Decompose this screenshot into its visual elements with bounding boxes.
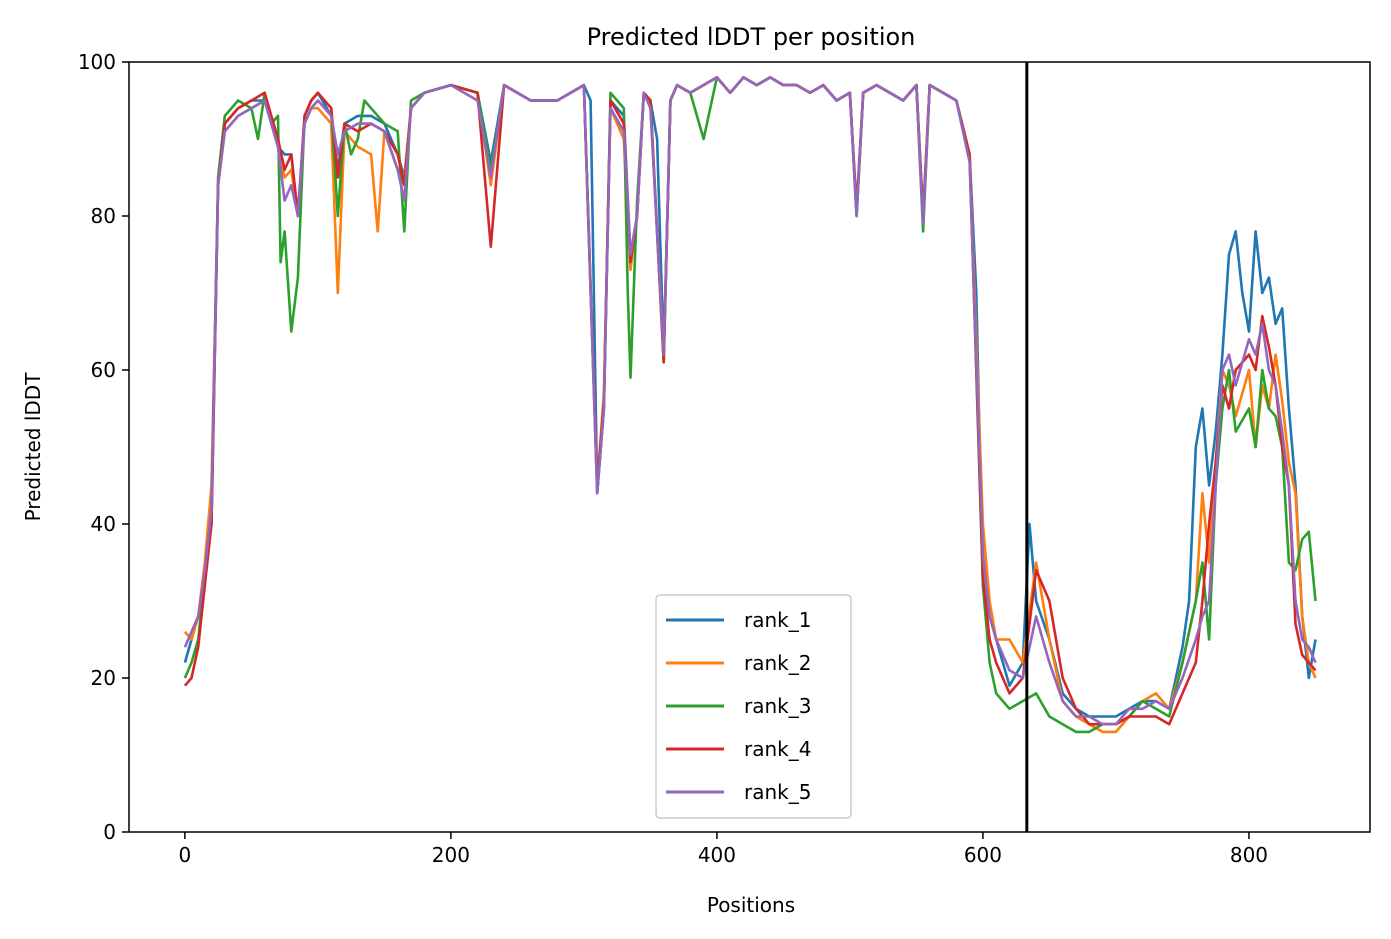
legend: rank_1 rank_2 rank_3 rank_4 rank_5 [655,594,852,819]
x-tick-label: 200 [432,843,470,867]
x-tick-label: 0 [178,843,191,867]
y-tick-label: 20 [91,666,116,690]
y-tick-label: 60 [91,358,116,382]
x-axis-label: Positions [707,893,795,917]
y-tick-label: 80 [91,204,116,228]
legend-label-rank-1: rank_1 [744,608,811,632]
x-tick-label: 800 [1230,843,1268,867]
y-tick-label: 100 [78,50,116,74]
series-layer [183,76,1317,734]
legend-label-rank-4: rank_4 [744,737,811,761]
x-tick-label: 400 [698,843,736,867]
y-tick-label: 0 [103,820,116,844]
y-tick-label: 40 [91,512,116,536]
y-axis-label: Predicted lDDT [21,372,45,522]
legend-label-rank-2: rank_2 [744,651,811,675]
x-tick-label: 600 [964,843,1002,867]
legend-label-rank-3: rank_3 [744,694,811,718]
x-axis-ticks: 0 200 400 600 800 [178,832,1268,867]
legend-label-rank-5: rank_5 [744,780,811,804]
y-axis-ticks: 0 20 40 60 80 100 [78,50,129,844]
plot-frame [128,61,1371,833]
chart-title: Predicted lDDT per position [587,23,916,51]
series-line-rank-5 [183,76,1317,726]
legend-box [655,594,852,819]
